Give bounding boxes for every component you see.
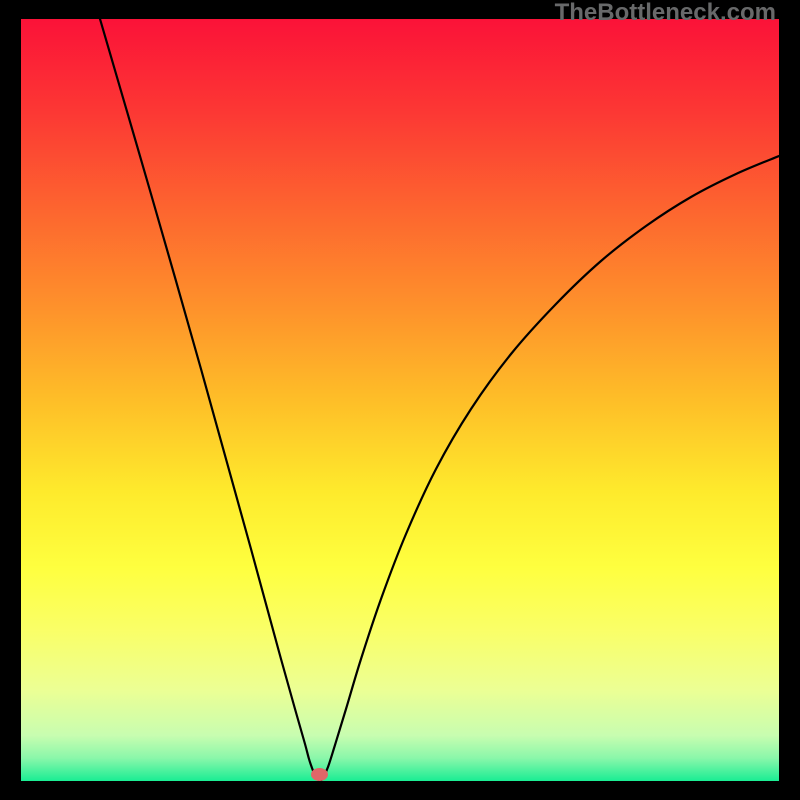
chart-frame: TheBottleneck.com	[0, 0, 800, 800]
curve-right-branch	[320, 156, 779, 781]
curve-left-branch	[100, 19, 320, 781]
watermark-text: TheBottleneck.com	[555, 0, 776, 27]
bottleneck-curve	[21, 19, 779, 781]
plot-area	[21, 19, 779, 781]
minimum-marker	[311, 768, 328, 781]
